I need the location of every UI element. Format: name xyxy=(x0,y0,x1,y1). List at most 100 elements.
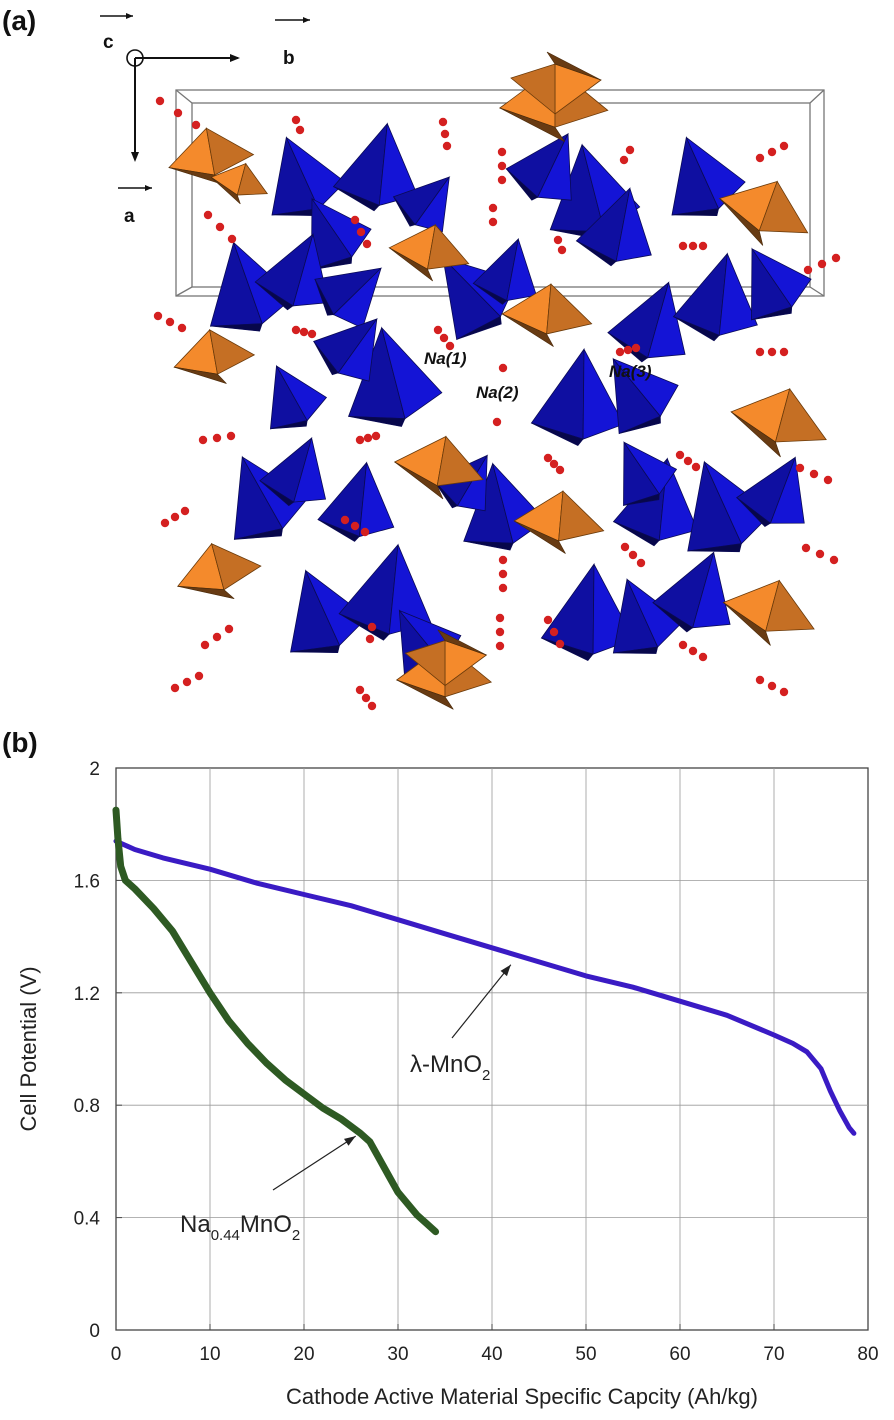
blue-tetrahedron-30 xyxy=(290,569,368,653)
na-atom xyxy=(224,624,234,634)
x-tick-label: 10 xyxy=(199,1344,220,1365)
na-atom xyxy=(817,259,827,269)
panel-a: (a) c b a xyxy=(2,5,841,711)
na-atom xyxy=(755,153,765,163)
blue-tetrahedron-19 xyxy=(672,252,758,342)
orange-octahedron-6 xyxy=(718,180,809,246)
b-arrow-top-head xyxy=(303,17,310,23)
na-atom xyxy=(182,677,192,687)
x-tick-label: 70 xyxy=(763,1344,784,1365)
blue-tetrahedron-27 xyxy=(687,460,773,553)
na-atom xyxy=(170,683,180,693)
a-axis-head xyxy=(131,152,139,162)
na-atom xyxy=(170,512,180,522)
na-atom xyxy=(350,521,360,531)
na-atom xyxy=(801,543,811,553)
y-tick-label: 0.8 xyxy=(74,1096,100,1117)
panel-a-label: (a) xyxy=(2,5,36,36)
na-atom xyxy=(498,569,508,579)
panel-b-label: (b) xyxy=(2,727,38,758)
x-tick-label: 30 xyxy=(387,1344,408,1365)
blue-tetrahedron-9 xyxy=(347,326,443,427)
na-atom xyxy=(440,129,450,139)
na-atom xyxy=(355,685,365,695)
y-axis-title: Cell Potential (V) xyxy=(16,966,41,1131)
na-atom xyxy=(299,327,309,337)
na-atom xyxy=(160,518,170,528)
na-atom xyxy=(350,215,360,225)
site-label-na1: Na(1) xyxy=(424,349,467,368)
na-atom xyxy=(829,555,839,565)
orange-octahedron-1 xyxy=(510,51,602,115)
na-atom xyxy=(823,475,833,485)
x-tick-label: 20 xyxy=(293,1344,314,1365)
chart-plot-area: 0 10 20 30 40 50 60 70 80 0 0.4 0.8 1.2 1.6 2 Cathode A… xyxy=(16,759,879,1409)
blue-tetrahedron-2 xyxy=(392,176,451,233)
na-annotation-arrow xyxy=(272,1135,357,1191)
na-atom xyxy=(779,687,789,697)
na-atom xyxy=(340,515,350,525)
na-atom xyxy=(165,317,175,327)
x-axis-title: Cathode Active Material Specific Capcity… xyxy=(286,1384,758,1409)
y-tick-label: 0 xyxy=(89,1321,100,1342)
orange-octahedron-11 xyxy=(177,542,262,600)
orange-octahedron-4 xyxy=(388,223,470,282)
blue-tetrahedron-3 xyxy=(311,197,372,271)
blue-tetrahedron-35 xyxy=(652,551,731,633)
na-atom xyxy=(367,701,377,711)
na-atom xyxy=(194,671,204,681)
y-tick-label: 1.2 xyxy=(74,984,100,1005)
na-annotation-arrow-head xyxy=(344,1136,356,1146)
orange-octahedron-14 xyxy=(722,579,815,646)
na-atom xyxy=(442,141,452,151)
na-atom xyxy=(438,117,448,127)
x-tick-label: 60 xyxy=(669,1344,690,1365)
blue-tetrahedron-29 xyxy=(623,441,678,506)
na-atom xyxy=(779,347,789,357)
axis-c-label: c xyxy=(103,32,114,53)
site-label-na3: Na(3) xyxy=(609,362,652,381)
na-atom xyxy=(488,217,498,227)
na-atom xyxy=(688,646,698,656)
na-atom xyxy=(767,147,777,157)
axis-b-label: b xyxy=(283,48,295,69)
polyhedra-layer xyxy=(168,51,827,710)
orange-octahedron-13 xyxy=(404,629,488,687)
na-atom xyxy=(155,96,165,106)
na-atom xyxy=(549,459,559,469)
na-atom xyxy=(557,245,567,255)
na-atom xyxy=(198,435,208,445)
blue-tetrahedron-1 xyxy=(332,122,418,212)
na-atom xyxy=(815,549,825,559)
na-atom xyxy=(200,640,210,650)
orange-octahedron-10 xyxy=(513,490,605,554)
na-atom xyxy=(803,265,813,275)
na-atom xyxy=(631,343,641,353)
na-atom xyxy=(498,363,508,373)
na-atom xyxy=(615,347,625,357)
na-atom xyxy=(755,675,765,685)
blue-tetrahedron-20 xyxy=(751,247,812,321)
na-atom xyxy=(367,622,377,632)
na-atom xyxy=(767,347,777,357)
na-atom xyxy=(543,453,553,463)
na-atom xyxy=(153,311,163,321)
na-atom xyxy=(698,241,708,251)
na-atom xyxy=(191,120,201,130)
orange-octahedron-3 xyxy=(210,162,269,205)
na-atom xyxy=(180,506,190,516)
na-atom xyxy=(203,210,213,220)
blue-tetrahedron-0 xyxy=(271,136,346,216)
sodium-atoms-layer xyxy=(153,96,841,711)
na-atom xyxy=(371,431,381,441)
orange-octahedron-2 xyxy=(168,127,255,186)
c-arrow-head xyxy=(126,13,133,19)
na-atom xyxy=(683,456,693,466)
na-atom xyxy=(495,641,505,651)
na-atom xyxy=(295,125,305,135)
orange-octahedron-5 xyxy=(501,283,593,347)
na-atom xyxy=(623,345,633,355)
na-atom xyxy=(619,155,629,165)
na-atom xyxy=(445,341,455,351)
na-atom xyxy=(549,627,559,637)
